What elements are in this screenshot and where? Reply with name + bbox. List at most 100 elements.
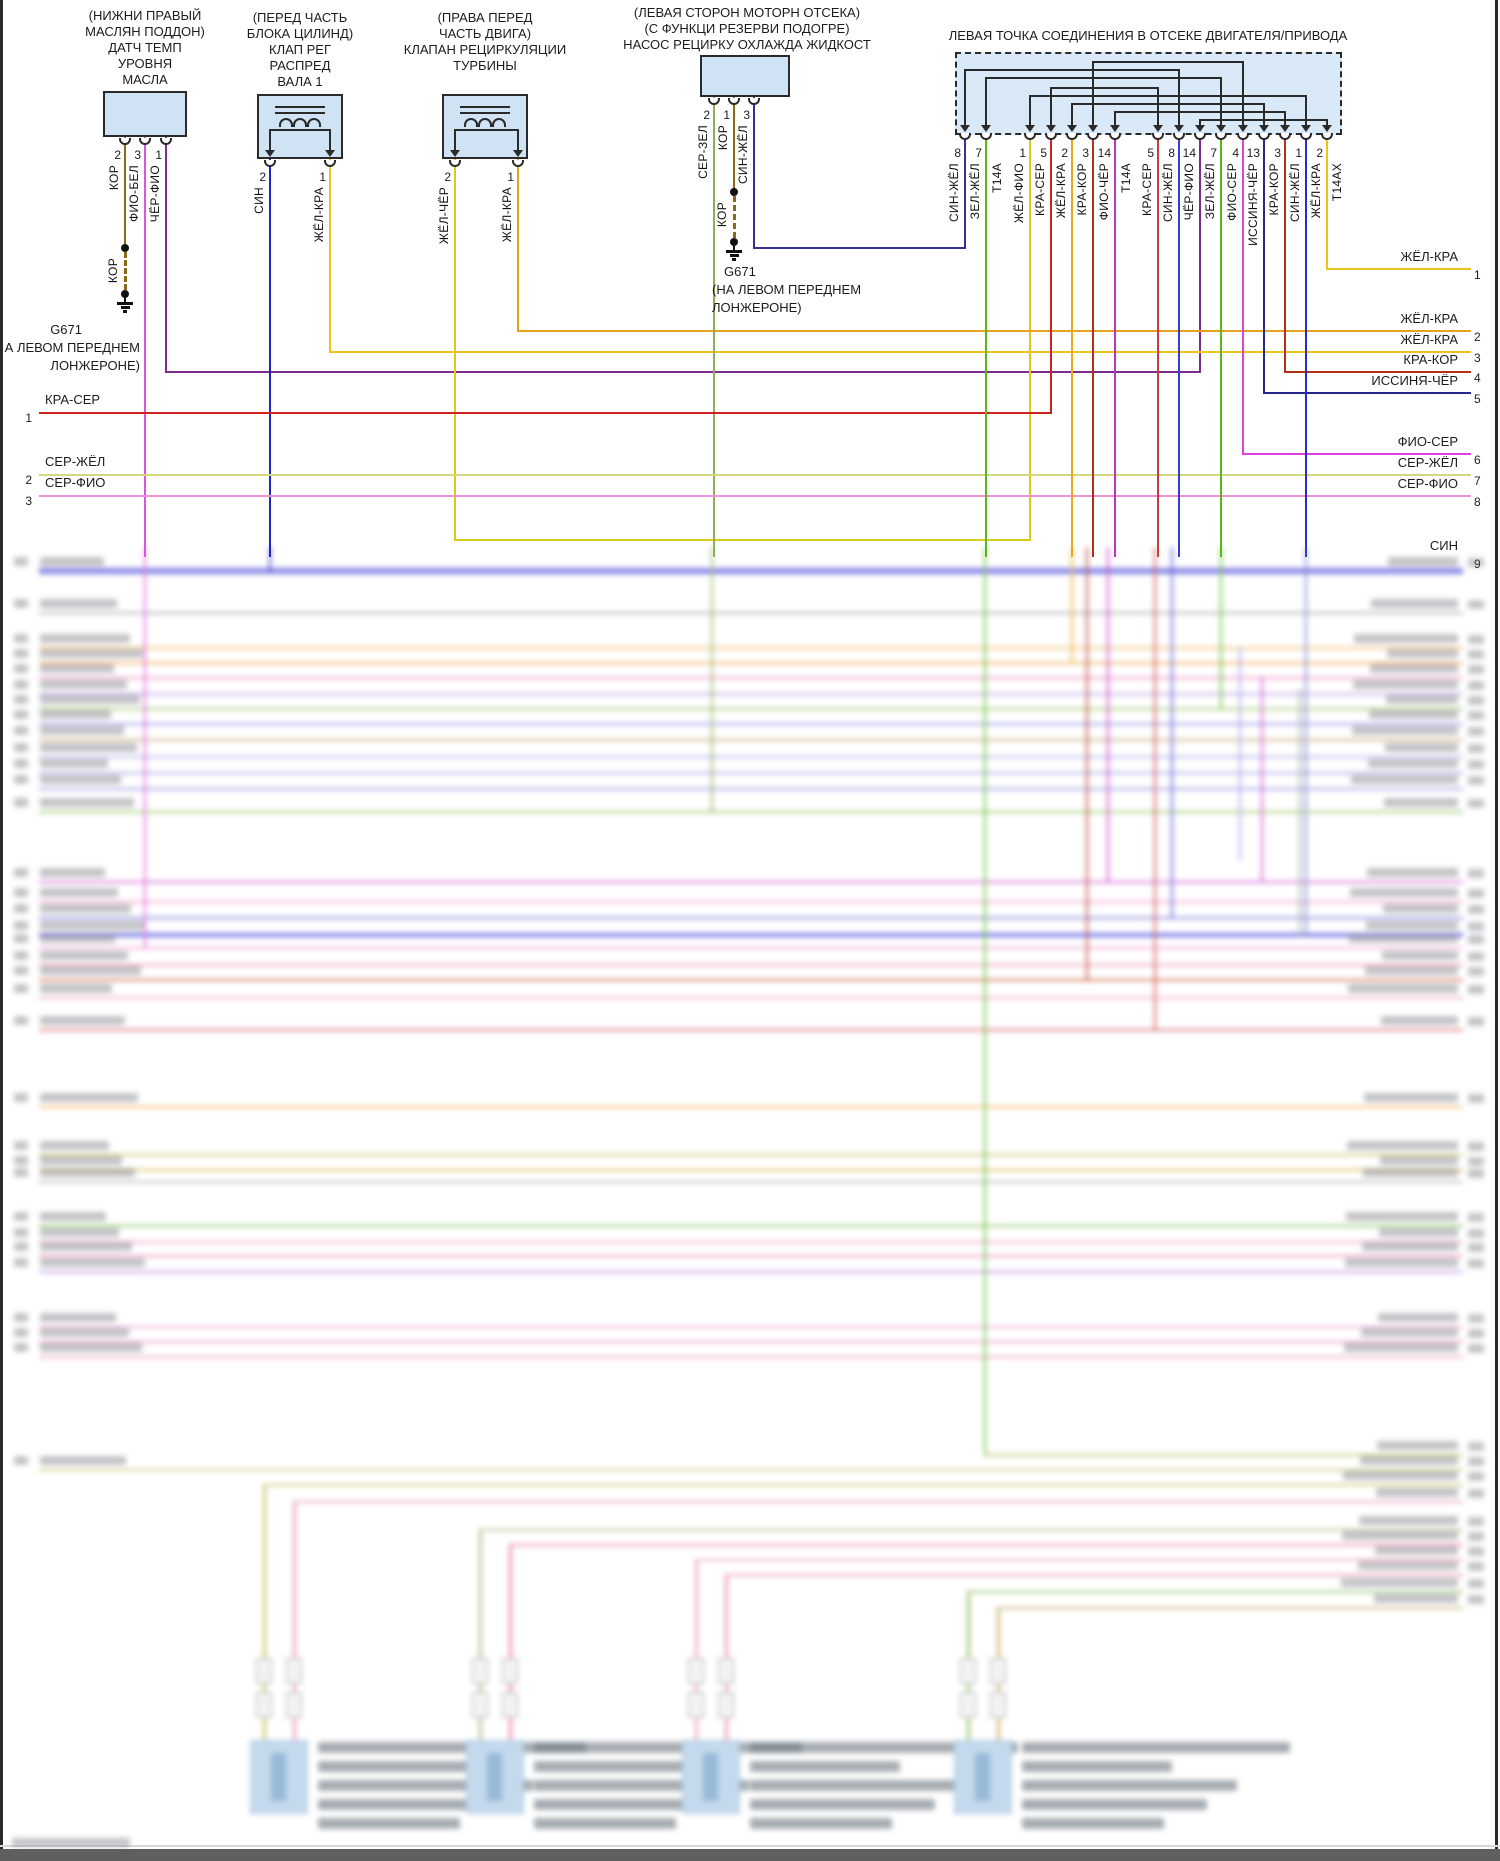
connector-inline-plug	[286, 1692, 302, 1718]
blurred-right-label	[1376, 1488, 1458, 1497]
junction-pin-socket-icon	[1045, 133, 1057, 140]
blurred-right-label	[1384, 798, 1458, 807]
blurred-wire-vertical	[1107, 547, 1109, 883]
junction-pin-number: 2	[1061, 146, 1068, 160]
blurred-right-number	[1468, 600, 1484, 609]
wire-issinya-chyor-right	[1263, 392, 1471, 394]
junction-bracket	[1157, 87, 1159, 127]
blurred-left-label	[40, 1168, 135, 1177]
coil-bump	[293, 118, 307, 127]
blurred-left-label	[40, 921, 144, 930]
junction-pin-socket-icon	[1087, 133, 1099, 140]
junction-pin-socket-icon	[980, 133, 992, 140]
blurred-connector-text	[318, 1818, 460, 1829]
blurred-left-number	[14, 951, 28, 960]
blurred-left-number	[14, 1228, 28, 1237]
ground-dashed-wire	[733, 196, 736, 238]
connector-inline-plug	[718, 1658, 734, 1684]
junction-arrow-icon	[1088, 125, 1098, 132]
blurred-right-number	[1468, 1213, 1484, 1222]
junction-bracket	[1092, 61, 1244, 63]
blurred-left-label	[40, 634, 130, 643]
blurred-left-label	[40, 726, 124, 735]
blurred-left-label	[40, 1242, 132, 1251]
blurred-wire-row	[39, 1181, 1463, 1183]
blurred-left-number	[14, 695, 28, 704]
junction-pin-socket-icon	[1237, 133, 1249, 140]
blurred-right-label	[1354, 634, 1458, 643]
terminal-number: 1	[25, 411, 32, 425]
blurred-right-label	[1348, 984, 1458, 993]
blurred-left-number	[14, 557, 28, 566]
coil-arrow-icon	[325, 150, 335, 157]
coil-bump	[464, 118, 478, 127]
pin-number: 2	[444, 170, 451, 184]
wire-kra-kor-down	[1092, 134, 1094, 557]
blurred-right-number	[1468, 1142, 1484, 1151]
blurred-wire-vertical	[1220, 547, 1222, 710]
blurred-left-number	[14, 1093, 28, 1102]
terminal-number: 7	[1474, 474, 1481, 488]
blurred-left-number	[14, 934, 28, 943]
wire-sin-zhyol-down2	[1305, 134, 1307, 557]
component-title: ТУРБИНЫ	[453, 58, 517, 73]
pin-number: 3	[743, 108, 750, 122]
blurred-wire-row	[39, 677, 1463, 679]
component-box-oil-level-temp-sensor	[103, 91, 187, 137]
blurred-left-label	[40, 966, 141, 975]
blurred-right-number	[1468, 558, 1484, 567]
blurred-wire-row	[39, 693, 1463, 695]
blurred-right-number	[1468, 665, 1484, 674]
wire-sin	[269, 158, 271, 557]
blurred-right-label	[1388, 557, 1458, 566]
terminal-label: КРА-КОР	[1403, 352, 1458, 367]
blurred-connector-text	[318, 1742, 586, 1753]
blurred-left-label	[40, 1343, 142, 1352]
connector-inline-plug	[256, 1692, 272, 1718]
pin-number: 1	[507, 170, 514, 184]
connector-slot	[271, 1753, 286, 1801]
blurred-right-number	[1468, 1457, 1484, 1466]
blurred-connector-text	[1022, 1799, 1207, 1810]
blurred-left-label	[40, 1093, 138, 1102]
blurred-wire-row	[39, 1341, 1463, 1343]
junction-dot	[121, 244, 129, 252]
blurred-left-number	[14, 1168, 28, 1177]
blurred-left-number	[14, 649, 28, 658]
wire-zhyol-kra-comp3	[517, 330, 1471, 332]
blurred-right-label	[1363, 1168, 1458, 1177]
blurred-right-number	[1468, 922, 1484, 931]
blurred-right-label	[1371, 599, 1458, 608]
blurred-right-label	[1383, 904, 1458, 913]
blurred-connector-text	[534, 1818, 676, 1829]
blurred-left-number	[14, 888, 28, 897]
blurred-wire-row	[39, 662, 1463, 664]
connector-inline-plug	[990, 1658, 1006, 1684]
blurred-connector-text	[534, 1742, 802, 1753]
junction-bracket	[1029, 95, 1307, 97]
blurred-connector-text	[750, 1780, 965, 1791]
blurred-right-label	[1353, 680, 1458, 689]
blurred-right-number	[1468, 696, 1484, 705]
blurred-connector-text	[750, 1799, 935, 1810]
pin-number: 1	[319, 170, 326, 184]
blurred-left-label	[40, 1258, 145, 1267]
pin-socket-icon	[264, 160, 276, 167]
pin-number: 3	[134, 148, 141, 162]
coil-top-line	[275, 112, 325, 114]
wire-zhyol-chyor	[454, 539, 1031, 541]
coil-bump	[279, 118, 293, 127]
terminal-label: ИССИНЯ-ЧЁР	[1371, 373, 1458, 388]
junction-pin-socket-icon	[959, 133, 971, 140]
terminal-number: 8	[1474, 495, 1481, 509]
blurred-wire-row	[695, 1559, 1463, 1561]
terminal-label: СИН	[1429, 538, 1458, 553]
wire-fio-ser-right	[1242, 453, 1471, 455]
blurred-left-label	[40, 775, 121, 784]
blurred-right-number	[1468, 1157, 1484, 1166]
ground-stub	[124, 293, 126, 303]
blurred-right-label	[1358, 1561, 1458, 1570]
junction-arrow-icon	[1025, 125, 1035, 132]
blurred-left-number	[14, 743, 28, 752]
